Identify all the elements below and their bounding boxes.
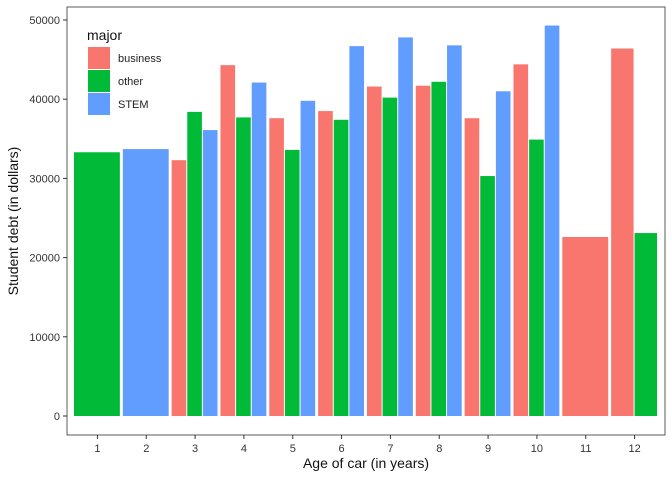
bar-stem-7 — [398, 37, 413, 416]
x-tick-label-9: 9 — [485, 443, 491, 455]
legend: major business other STEM — [87, 27, 162, 115]
legend-label-business: business — [118, 53, 162, 65]
bar-other-5 — [284, 149, 300, 416]
y-tick-label-0: 0 — [54, 411, 60, 423]
bar-business-7 — [366, 86, 382, 416]
x-axis-title: Age of car (in years) — [303, 455, 429, 471]
y-tick-label-20000: 20000 — [29, 253, 60, 265]
bar-stem-2 — [122, 149, 169, 416]
bar-stem-8 — [447, 45, 462, 417]
y-tick-label-10000: 10000 — [29, 332, 60, 344]
x-tick-label-1: 1 — [94, 443, 100, 455]
x-tick-label-8: 8 — [436, 443, 442, 455]
bar-stem-4 — [251, 82, 267, 417]
bar-other-4 — [236, 117, 251, 416]
bar-stem-3 — [202, 130, 218, 416]
x-tick-label-2: 2 — [143, 443, 149, 455]
x-tick-label-11: 11 — [580, 443, 591, 455]
legend-key-business — [88, 47, 110, 69]
bar-other-6 — [333, 119, 349, 417]
bar-business-3 — [171, 160, 187, 416]
bar-business-12 — [611, 48, 634, 417]
x-tick-label-4: 4 — [241, 443, 247, 455]
x-tick-label-3: 3 — [192, 443, 198, 455]
y-axis-title: Student debt (in dollars) — [5, 147, 21, 296]
x-axis: 1 2 3 4 5 6 7 8 9 10 11 12 — [94, 435, 641, 455]
y-axis: 0 10000 20000 30000 40000 50000 — [29, 15, 67, 423]
y-tick-label-30000: 30000 — [29, 173, 60, 185]
bar-other-3 — [187, 111, 202, 416]
bar-stem-5 — [300, 100, 316, 416]
x-tick-label-6: 6 — [339, 443, 345, 455]
bar-other-1 — [73, 152, 120, 416]
bar-business-6 — [318, 111, 333, 416]
bar-stem-6 — [349, 46, 365, 417]
legend-label-other: other — [118, 76, 143, 88]
x-tick-label-7: 7 — [387, 443, 393, 455]
legend-key-other — [88, 70, 110, 92]
bar-business-10 — [513, 64, 529, 417]
bar-other-8 — [431, 81, 447, 416]
bar-stem-9 — [495, 91, 511, 416]
bars-layer — [73, 25, 658, 417]
bar-business-8 — [415, 85, 431, 417]
bar-business-5 — [269, 118, 284, 416]
legend-key-stem — [88, 93, 110, 115]
bar-other-7 — [382, 97, 398, 416]
x-tick-label-10: 10 — [531, 443, 543, 455]
bar-business-9 — [464, 118, 480, 416]
bar-other-9 — [480, 176, 495, 416]
y-tick-label-40000: 40000 — [29, 94, 60, 106]
x-tick-label-5: 5 — [290, 443, 296, 455]
bar-business-4 — [220, 65, 236, 417]
bar-other-12 — [634, 233, 658, 416]
legend-title: major — [87, 27, 122, 43]
y-tick-label-50000: 50000 — [29, 15, 60, 27]
bar-other-10 — [529, 139, 544, 417]
legend-label-stem: STEM — [118, 99, 149, 111]
x-tick-label-12: 12 — [628, 443, 640, 455]
bar-stem-10 — [544, 25, 560, 416]
bar-business-11 — [562, 237, 609, 416]
